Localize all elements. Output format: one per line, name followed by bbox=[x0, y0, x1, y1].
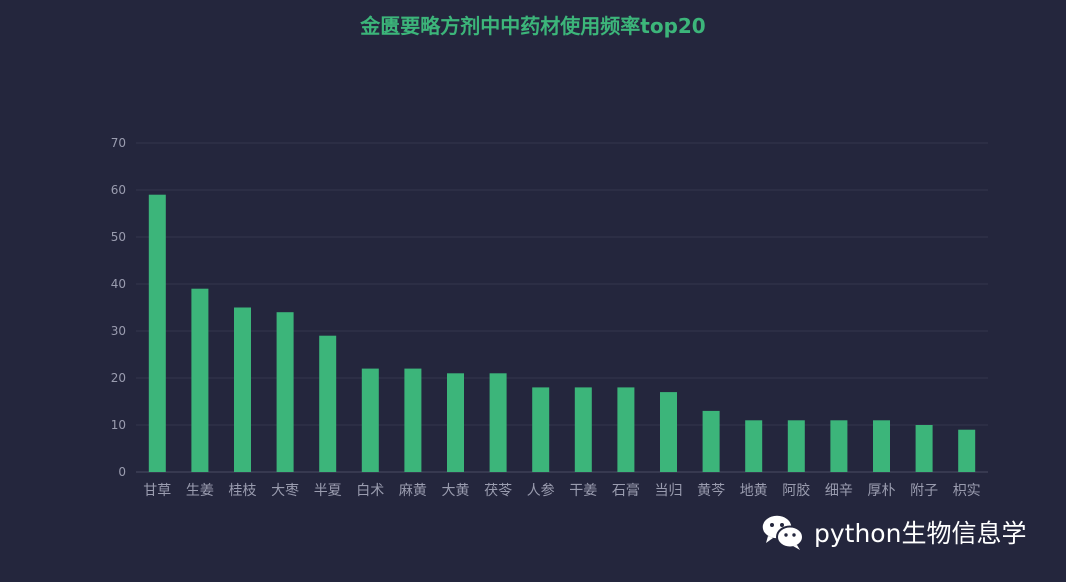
y-tick-label: 40 bbox=[111, 277, 126, 291]
bar bbox=[787, 420, 805, 472]
y-tick-label: 0 bbox=[118, 465, 126, 479]
x-tick-label: 当归 bbox=[655, 482, 683, 499]
bar bbox=[276, 312, 294, 472]
bar bbox=[745, 420, 763, 472]
chart-title: 金匮要略方剂中中药材使用频率top20 bbox=[360, 14, 706, 38]
bar bbox=[234, 307, 251, 472]
bar bbox=[191, 288, 209, 472]
bar bbox=[361, 368, 379, 472]
x-tick-label: 白术 bbox=[356, 483, 384, 499]
x-tick-label: 人参 bbox=[527, 482, 555, 499]
bar bbox=[660, 392, 677, 472]
watermark-text: python生物信息学 bbox=[814, 519, 1027, 548]
bar bbox=[574, 387, 592, 472]
x-tick-label: 地黄 bbox=[740, 482, 768, 499]
bar bbox=[319, 335, 337, 472]
x-tick-label: 石膏 bbox=[612, 482, 640, 499]
x-tick-label: 附子 bbox=[910, 483, 938, 499]
watermark: python生物信息学 bbox=[760, 512, 1026, 552]
x-tick-label: 生姜 bbox=[186, 483, 214, 499]
y-tick-label: 50 bbox=[111, 230, 126, 244]
y-tick-label: 60 bbox=[111, 183, 126, 197]
y-tick-label: 30 bbox=[111, 324, 126, 338]
x-tick-label: 半夏 bbox=[314, 483, 342, 499]
wechat-icon bbox=[761, 514, 804, 550]
x-tick-label: 大黄 bbox=[442, 482, 470, 499]
x-tick-label: 厚朴 bbox=[868, 483, 896, 499]
y-tick-label: 20 bbox=[111, 371, 126, 385]
x-tick-label: 阿胶 bbox=[782, 482, 810, 499]
x-tick-label: 麻黄 bbox=[399, 482, 427, 499]
bar bbox=[958, 429, 976, 472]
x-tick-label: 茯苓 bbox=[484, 482, 512, 499]
x-tick-label: 黄芩 bbox=[697, 482, 725, 499]
x-tick-label: 甘草 bbox=[143, 483, 171, 499]
bar bbox=[447, 373, 464, 472]
bar bbox=[532, 387, 550, 472]
y-tick-label: 10 bbox=[111, 418, 126, 432]
bar bbox=[915, 425, 933, 472]
x-tick-label: 桂枝 bbox=[229, 483, 257, 499]
x-tick-label: 枳实 bbox=[953, 483, 981, 499]
bar bbox=[830, 420, 848, 472]
x-tick-label: 细辛 bbox=[825, 483, 853, 499]
bar bbox=[702, 410, 720, 472]
bar bbox=[873, 420, 890, 472]
bar bbox=[148, 194, 166, 472]
bar bbox=[404, 368, 422, 472]
bar bbox=[617, 387, 635, 472]
bar bbox=[489, 373, 507, 472]
y-tick-label: 70 bbox=[111, 136, 126, 150]
x-tick-label: 大枣 bbox=[271, 483, 299, 499]
x-tick-label: 干姜 bbox=[569, 483, 597, 499]
